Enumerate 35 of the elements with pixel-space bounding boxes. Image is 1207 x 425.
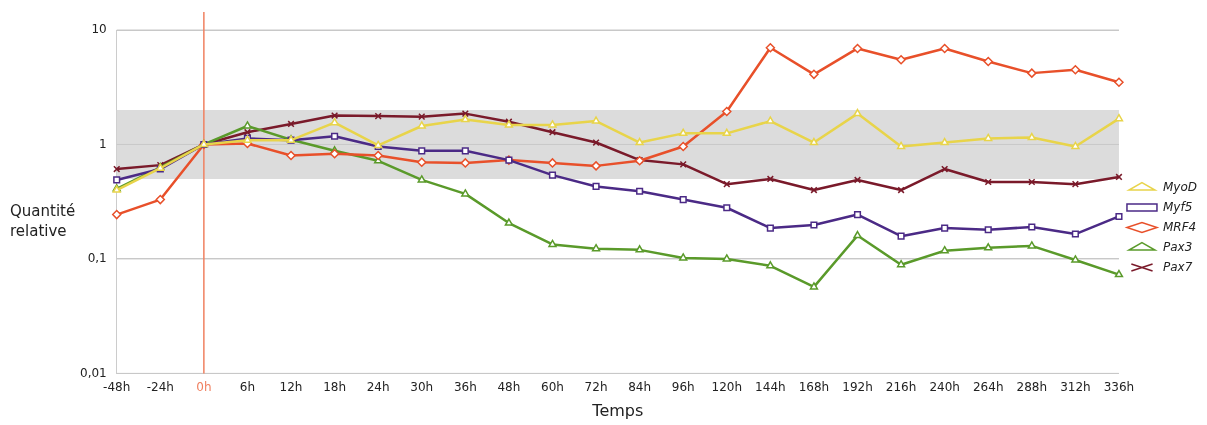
x-tick-label: 192h <box>842 379 873 394</box>
x-tick-label: 60h <box>541 379 564 394</box>
y-tick-label: 0,01 <box>80 365 107 380</box>
x-tick-label: 72h <box>584 379 608 394</box>
y-tick-label: 0,1 <box>87 251 107 266</box>
x-tick-label: 120h <box>711 379 743 394</box>
legend-label: MRF4 <box>1162 219 1197 234</box>
y-axis-title: Quantité relative <box>10 201 76 240</box>
x-tick-label: 18h <box>323 379 347 394</box>
legend-label: Pax7 <box>1162 259 1193 274</box>
x-tick-label: -48h <box>103 379 131 394</box>
x-tick-label: 216h <box>885 379 917 394</box>
legend-label: MyoD <box>1162 179 1198 194</box>
x-tick-label: 12h <box>279 379 303 394</box>
legend-label: Myf5 <box>1162 199 1193 214</box>
legend-label: Pax3 <box>1162 239 1193 254</box>
x-tick-label: 168h <box>798 379 830 394</box>
y-tick-label: 10 <box>91 22 107 37</box>
x-tick-label: 0h <box>196 379 212 394</box>
x-axis-title: Temps <box>591 400 644 420</box>
x-tick-label: 288h <box>1016 379 1048 394</box>
x-tick-label: 36h <box>453 379 477 394</box>
x-tick-label: 240h <box>929 379 960 394</box>
x-tick-label: 264h <box>972 379 1004 394</box>
x-tick-label: 312h <box>1060 379 1091 394</box>
x-tick-label: -24h <box>146 379 174 394</box>
x-tick-label: 336h <box>1103 379 1135 394</box>
x-tick-label: 6h <box>239 379 256 394</box>
x-tick-label: 96h <box>671 379 695 394</box>
x-tick-label: 144h <box>755 379 786 394</box>
y-tick-label: 1 <box>99 136 107 151</box>
x-tick-label: 48h <box>497 379 521 394</box>
x-tick-label: 24h <box>366 379 390 394</box>
x-tick-label: 84h <box>628 379 652 394</box>
x-tick-label: 30h <box>410 379 434 394</box>
